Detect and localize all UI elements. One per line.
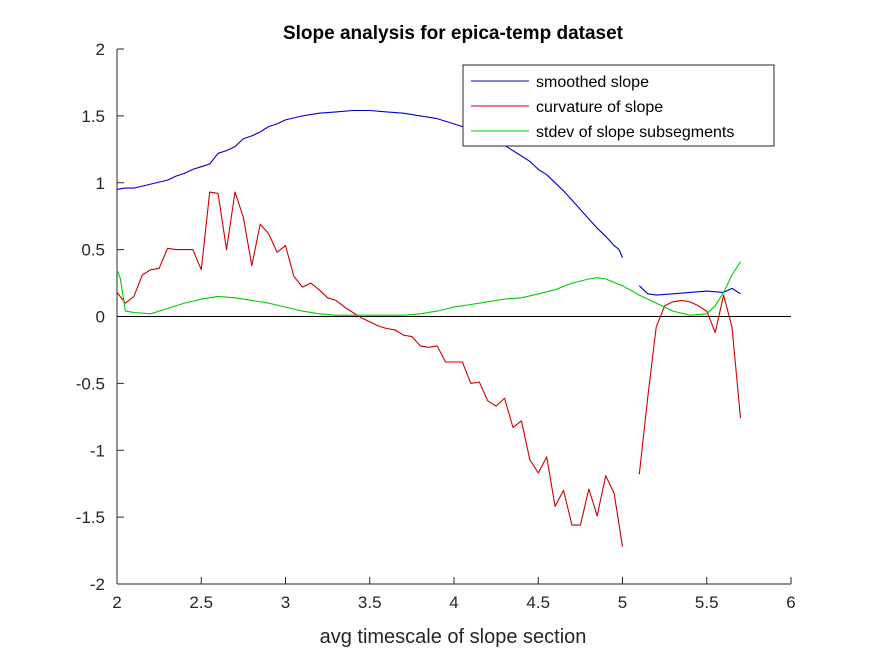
x-tick-label: 5.5 <box>695 593 719 612</box>
x-tick-label: 2.5 <box>189 593 213 612</box>
curvature-of-slope-line <box>116 191 624 547</box>
x-tick-label: 6 <box>786 593 795 612</box>
x-tick-label: 4.5 <box>526 593 550 612</box>
y-tick-label: 0.5 <box>81 241 105 260</box>
y-tick-label: 2 <box>96 40 105 59</box>
y-tick-label: 1.5 <box>81 107 105 126</box>
legend: smoothed slope curvature of slope stdev of… <box>462 64 775 147</box>
x-axis-label: avg timescale of slope section <box>320 626 587 648</box>
plot-lines <box>116 109 742 547</box>
curvature-of-slope-line <box>638 294 742 475</box>
y-tick-label: -1 <box>90 441 105 460</box>
x-tick-label: 4 <box>449 593 458 612</box>
legend-label-smoothed-slope: smoothed slope <box>536 74 649 91</box>
x-tick-label: 3 <box>281 593 290 612</box>
y-tick-label: -2 <box>90 575 105 594</box>
legend-label-curvature-of-slope: curvature of slope <box>536 99 663 116</box>
stdev-of-slope-subsegments-line <box>116 261 741 316</box>
y-tick-label: 0 <box>96 308 105 327</box>
axes: 2 2.5 3 3.5 4 4.5 5 5.5 6 2 1.5 1 0.5 0 -0.5 -1 -1.5 -2 <box>76 40 796 612</box>
x-tick-label: 2 <box>112 593 121 612</box>
smoothed-slope-line <box>638 285 741 296</box>
y-tick-label: -0.5 <box>76 374 105 393</box>
x-tick-label: 5 <box>618 593 627 612</box>
smoothed-slope-line <box>116 109 624 258</box>
y-tick-label: -1.5 <box>76 508 105 527</box>
x-tick-label: 3.5 <box>358 593 382 612</box>
chart-title: Slope analysis for epica-temp dataset <box>283 23 624 44</box>
y-tick-label: 1 <box>96 174 105 193</box>
legend-label-stdev-of-slope-subsegments: stdev of slope subsegments <box>536 124 734 141</box>
